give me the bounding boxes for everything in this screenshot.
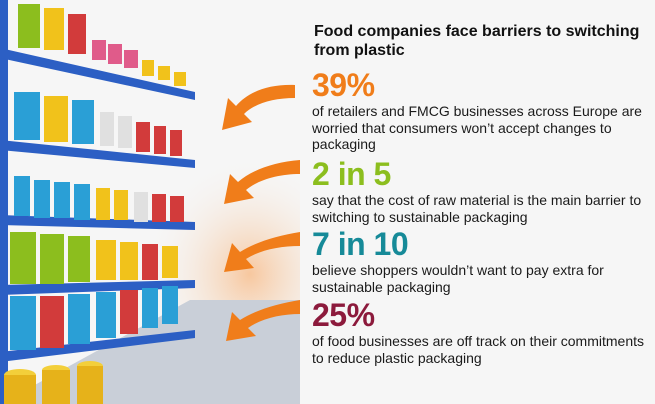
stat-block: 2 in 5 say that the cost of raw material… — [312, 158, 650, 225]
arrow-icon — [222, 84, 300, 341]
stat-block: 25% of food businesses are off track on … — [312, 299, 650, 366]
shelf-illustration — [0, 0, 300, 404]
stat-description: of retailers and FMCG businesses across … — [312, 103, 642, 152]
stat-description: of food businesses are off track on thei… — [312, 333, 645, 366]
stat-block: 7 in 10 believe shoppers wouldn’t want t… — [312, 228, 650, 295]
stat-value: 2 in 5 — [312, 156, 391, 192]
stat-value: 7 in 10 — [312, 226, 409, 262]
stat-description: say that the cost of raw material is the… — [312, 192, 642, 225]
stat-block: 39% of retailers and FMCG businesses acr… — [312, 69, 650, 153]
page-title: Food companies face barriers to switchin… — [314, 23, 640, 59]
stat-value: 39% — [312, 67, 375, 103]
stat-value: 25% — [312, 297, 375, 333]
stat-description: believe shoppers wouldn’t want to pay ex… — [312, 262, 604, 295]
